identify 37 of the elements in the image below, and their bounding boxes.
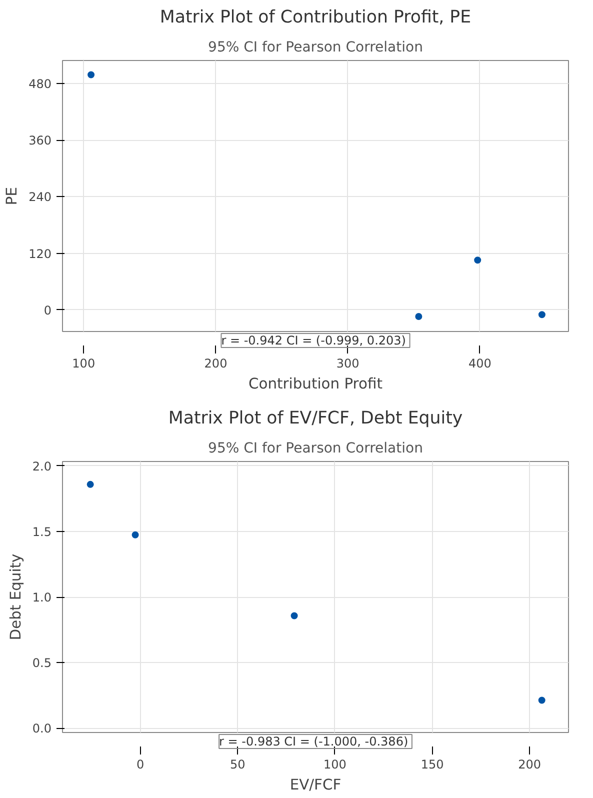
point bbox=[132, 531, 139, 538]
x-tick-label: 200 bbox=[204, 356, 228, 370]
y-tick-label: 120 bbox=[28, 246, 52, 261]
y-axis-title: PE bbox=[4, 186, 21, 206]
y-tick-label: 0.0 bbox=[32, 722, 52, 736]
point bbox=[538, 311, 546, 318]
chart-subtitle: 95% CI for Pearson Correlation bbox=[208, 40, 423, 56]
y-tick-label: 1.0 bbox=[32, 590, 52, 604]
chart-subtitle: 95% CI for Pearson Correlation bbox=[208, 440, 423, 456]
y-tick-label: 0.5 bbox=[32, 656, 52, 670]
y-tick-label: 360 bbox=[28, 134, 52, 148]
chart-title: Matrix Plot of Contribution Profit, PE bbox=[160, 8, 472, 28]
x-tick-label: 100 bbox=[72, 356, 96, 370]
y-tick-label: 0 bbox=[44, 303, 52, 318]
y-axis-title: Debt Equity bbox=[7, 553, 24, 640]
x-tick-label: 200 bbox=[518, 758, 542, 772]
x-tick-label: 400 bbox=[468, 356, 492, 370]
x-tick-label: 0 bbox=[136, 758, 144, 772]
chart-title: Matrix Plot of EV/FCF, Debt Equity bbox=[168, 408, 463, 428]
x-tick-label: 300 bbox=[336, 356, 360, 370]
text: r = -0.983 CI = (-1.000, -0.386) bbox=[219, 734, 408, 748]
y-tick-label: 240 bbox=[28, 190, 52, 204]
x-tick-label: 150 bbox=[420, 758, 444, 772]
x-tick-label: 100 bbox=[324, 758, 346, 772]
point bbox=[538, 696, 546, 704]
point bbox=[88, 71, 95, 78]
point bbox=[474, 256, 482, 264]
x-tick-label: 50 bbox=[230, 758, 246, 772]
x-axis-title: Contribution Profit bbox=[248, 376, 383, 392]
point bbox=[415, 313, 422, 320]
x-axis-title: EV/FCF bbox=[290, 776, 342, 794]
y-tick-label: 1.5 bbox=[32, 524, 52, 539]
y-tick-label: 2.0 bbox=[32, 459, 52, 474]
point bbox=[290, 612, 298, 620]
text: r = -0.942 CI = (-0.999, 0.203) bbox=[221, 334, 406, 348]
point bbox=[86, 480, 94, 488]
y-tick-label: 480 bbox=[28, 77, 52, 92]
